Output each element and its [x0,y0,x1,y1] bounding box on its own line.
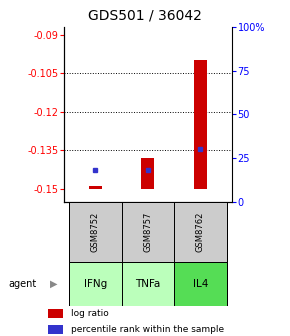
Text: GDS501 / 36042: GDS501 / 36042 [88,8,202,23]
Text: GSM8752: GSM8752 [91,212,100,252]
Text: IL4: IL4 [193,279,208,289]
Text: GSM8757: GSM8757 [143,212,153,252]
Bar [174,262,227,306]
Text: GSM8762: GSM8762 [196,212,205,252]
Bar [122,202,174,262]
Bar [69,262,122,306]
Text: TNFa: TNFa [135,279,161,289]
Text: IFNg: IFNg [84,279,107,289]
Text: agent: agent [9,279,37,289]
Bar [122,262,174,306]
Bar [48,309,63,318]
Text: log ratio: log ratio [70,309,108,318]
Text: percentile rank within the sample: percentile rank within the sample [70,325,224,334]
Bar [89,186,102,189]
Text: ▶: ▶ [50,279,57,289]
Bar [194,60,207,189]
Bar [174,202,227,262]
Bar [141,158,155,189]
Bar [69,202,122,262]
Bar [48,325,63,334]
